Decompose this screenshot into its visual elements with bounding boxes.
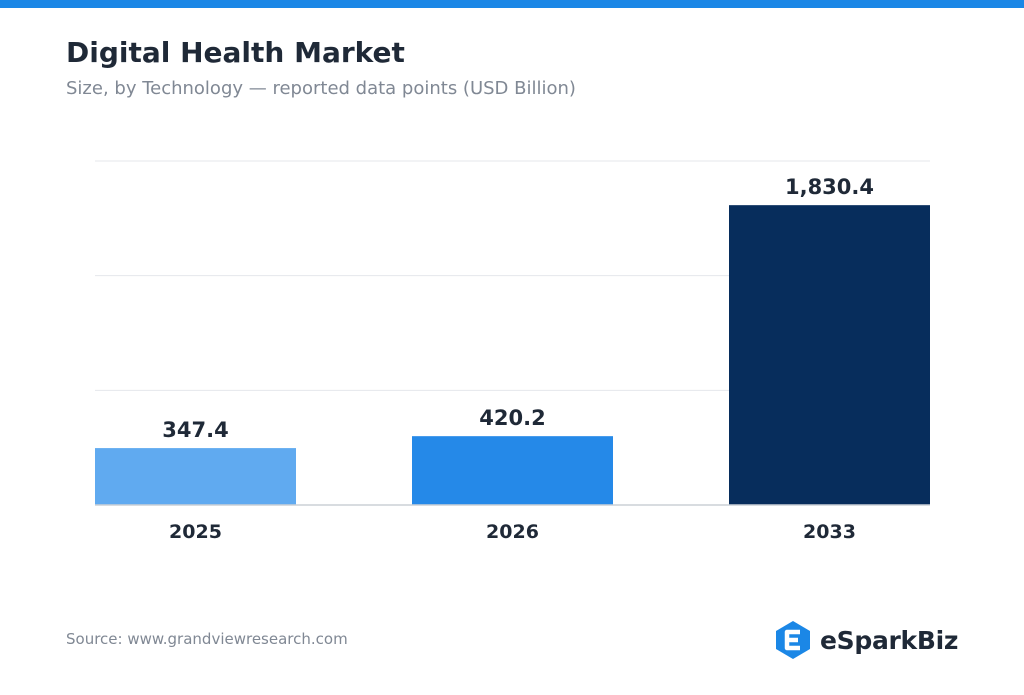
bar-value-label: 1,830.4 [785,175,874,199]
x-tick-label: 2026 [486,521,539,543]
x-tick-label: 2033 [803,521,856,543]
bar-value-label: 347.4 [162,418,228,442]
brand-logo: eSparkBiz [774,620,958,660]
bar-value-label: 420.2 [479,406,545,430]
source-note: Source: www.grandviewresearch.com [66,630,348,648]
chart-title: Digital Health Market [66,36,405,69]
bar [729,205,930,506]
chart-subtitle: Size, by Technology — reported data poin… [66,78,576,99]
x-tick-label: 2025 [169,521,222,543]
esparkbiz-logo-icon [776,621,810,659]
bar [95,448,296,505]
brand-name: eSparkBiz [820,625,959,655]
bar [412,436,613,505]
top-accent-bar [0,0,1024,8]
